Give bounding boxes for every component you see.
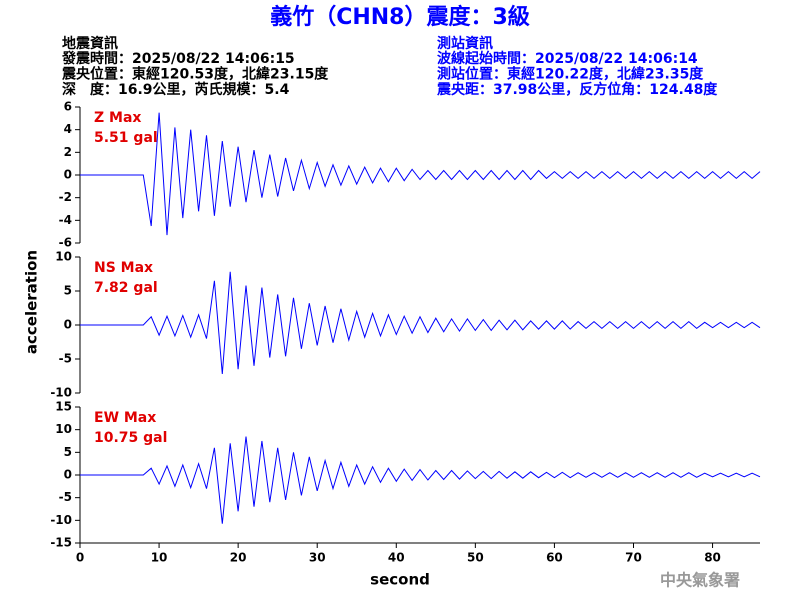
y-tick-label: 0 [64, 318, 72, 332]
info-line: 深 度：16.9公里，芮氏規模：5.4 [62, 81, 290, 98]
y-tick-label: 4 [64, 122, 72, 136]
info-line: 波線起始時間：2025/08/22 14:06:14 [437, 50, 698, 67]
x-tick-label: 50 [467, 551, 484, 565]
y-tick-label: -2 [59, 190, 72, 204]
x-tick-label: 40 [388, 551, 405, 565]
y-tick-label: 10 [55, 422, 72, 436]
y-tick-label: -6 [59, 236, 72, 250]
station-heading: 測站資訊 [437, 35, 493, 52]
y-tick-label: 0 [64, 168, 72, 182]
max-label: NS Max [94, 260, 153, 276]
event-heading: 地震資訊 [62, 35, 118, 52]
x-tick-label: 30 [309, 551, 326, 565]
y-tick-label: -15 [50, 536, 72, 550]
y-tick-label: 6 [64, 100, 72, 114]
y-axis-label: acceleration [23, 250, 41, 354]
y-tick-label: 5 [64, 445, 72, 459]
y-tick-label: -10 [50, 513, 72, 527]
y-tick-label: -4 [59, 213, 72, 227]
info-line: 震央位置：東經120.53度，北緯23.15度 [61, 66, 329, 83]
credit: 中央氣象署 [660, 571, 740, 590]
x-tick-label: 10 [151, 551, 168, 565]
x-tick-label: 80 [704, 551, 721, 565]
x-tick-label: 0 [76, 551, 84, 565]
waveform [80, 271, 761, 375]
x-tick-label: 20 [230, 551, 247, 565]
y-tick-label: 0 [64, 468, 72, 482]
y-tick-label: -5 [59, 490, 72, 504]
y-tick-label: -10 [50, 386, 72, 400]
info-line: 發震時間：2025/08/22 14:06:15 [61, 50, 295, 67]
info-line: 震央距：37.98公里，反方位角：124.48度 [436, 81, 718, 98]
y-tick-label: 2 [64, 145, 72, 159]
info-line: 測站位置：東經120.22度，北緯23.35度 [437, 66, 704, 83]
x-tick-label: 60 [546, 551, 563, 565]
y-tick-label: 10 [55, 250, 72, 264]
max-value: 5.51 gal [94, 130, 158, 146]
y-tick-label: 5 [64, 284, 72, 298]
x-axis-label: second [370, 571, 430, 589]
waveform [80, 112, 761, 236]
waveform [80, 436, 761, 524]
max-value: 7.82 gal [94, 280, 158, 296]
title: 義竹（CHN8）震度：3級 [270, 4, 530, 30]
x-tick-label: 70 [625, 551, 642, 565]
max-label: EW Max [94, 410, 156, 426]
max-label: Z Max [94, 110, 141, 126]
y-tick-label: 15 [55, 400, 72, 414]
y-tick-label: -5 [59, 352, 72, 366]
max-value: 10.75 gal [94, 430, 167, 446]
